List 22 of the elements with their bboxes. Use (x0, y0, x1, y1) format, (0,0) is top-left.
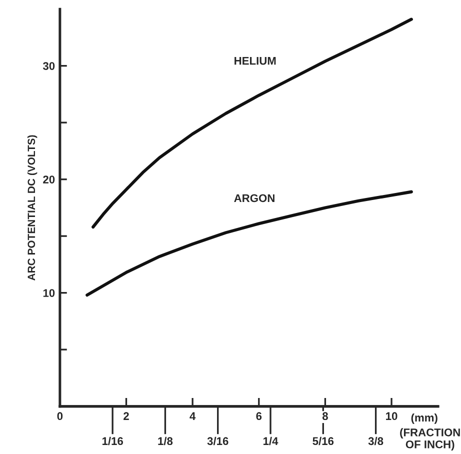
y-tick-label: 30 (42, 62, 55, 70)
y-axis-title: ARC POTENTIAL DC (VOLTS) (27, 135, 38, 280)
x2-tick-label: 3/8 (368, 436, 384, 446)
series-label: HELIUM (234, 57, 276, 65)
x-tick-label: 2 (124, 412, 129, 420)
line-series (86, 190, 413, 297)
x-tick-label: 4 (190, 412, 196, 420)
x-tick-label: 10 (386, 412, 398, 420)
x-tick-label: 6 (256, 412, 262, 420)
x2-tick-label: 1/16 (102, 436, 123, 446)
x2-tick-label: 1/8 (158, 436, 173, 446)
y-tick-label: 20 (43, 176, 55, 184)
x2-tick-label: 1/4 (263, 436, 278, 446)
x-tick-label: 8 (322, 412, 328, 420)
x2-tick-label: 5/16 (312, 436, 334, 446)
x2-axis-title: (FRACTION OF INCH) (400, 428, 460, 451)
y-tick-label: 10 (43, 289, 55, 297)
x-axis-title: (mm) (411, 413, 438, 424)
x-tick-label: 0 (57, 412, 63, 420)
series-label: ARGON (234, 194, 274, 202)
x2-tick-label: 3/16 (207, 436, 228, 446)
line-series (92, 18, 413, 229)
